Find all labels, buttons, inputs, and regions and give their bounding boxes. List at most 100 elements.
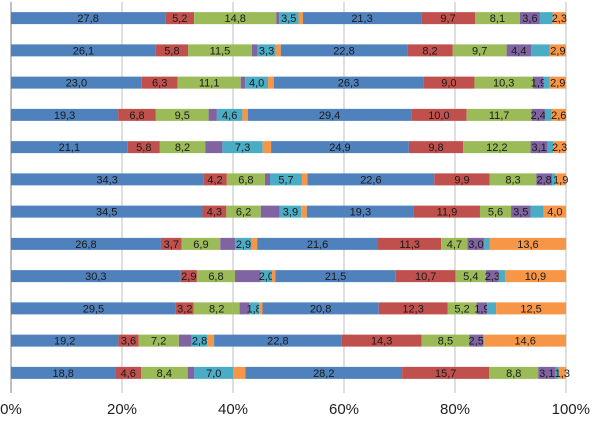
bar-segment [474, 76, 534, 89]
bar-segment [208, 108, 217, 121]
bar-segment [302, 12, 422, 25]
data-label: 14,6 [514, 336, 535, 348]
bar-segment [298, 12, 303, 25]
data-label: 11,1 [199, 78, 220, 90]
data-label: 9,9 [454, 174, 469, 186]
bar-segment [463, 141, 531, 154]
bar-segment [242, 108, 248, 121]
data-label: 14,8 [225, 13, 246, 25]
bar-segment [270, 173, 302, 186]
data-label: 3,9 [283, 207, 298, 219]
bar-segment [165, 12, 195, 25]
bar-segment [245, 76, 269, 89]
data-label: 4,0 [249, 78, 264, 90]
bar-row: 26,1 5,8 11,5 3,3 22,8 8,2 9,7 4,4 2,9 [11, 44, 566, 57]
data-label: 26,1 [73, 45, 94, 57]
x-tick-label: 20% [107, 401, 137, 418]
data-label: 11,5 [210, 45, 231, 57]
bar-segment [553, 141, 566, 154]
bar-segment [191, 334, 208, 347]
bar-segment [544, 108, 552, 121]
bar-segment [469, 334, 484, 347]
data-label: 2,3 [552, 13, 567, 25]
bar-segment [11, 237, 161, 250]
bar-segment [543, 76, 550, 89]
bar-segment [551, 173, 556, 186]
bar-segment [423, 76, 475, 89]
data-label: 5,2 [172, 13, 187, 25]
data-label: 9,5 [175, 110, 190, 122]
bar-segment [485, 270, 499, 283]
bar-segment [240, 76, 246, 89]
bar-segment [271, 270, 276, 283]
bar-segment [531, 44, 550, 57]
bar-segment [155, 44, 189, 57]
bar-segment [301, 205, 307, 218]
data-label: 7,2 [151, 336, 166, 348]
bar-row: 26,8 3,7 6,9 2,9 21,6 11,3 4,7 3,0 13,6 [11, 237, 566, 251]
data-label: 19,3 [350, 207, 371, 219]
bar-segment [159, 141, 206, 154]
bar-segment [498, 270, 505, 283]
bar-segment [275, 270, 396, 283]
data-label: 15,7 [435, 368, 456, 380]
data-label: 1,3 [555, 368, 570, 380]
data-label: 6,8 [238, 174, 253, 186]
bar-segment [466, 108, 532, 121]
bar-segment [233, 366, 246, 379]
x-tick-label: 100% [552, 401, 590, 418]
bar-row: 23,0 6,3 11,1 4,0 26,3 9,0 10,3 1,9 2,9 [11, 76, 566, 90]
bar-segment [127, 141, 160, 154]
data-label: 9,7 [440, 13, 455, 25]
bar-segment [279, 12, 299, 25]
bar-segment [279, 205, 302, 218]
bar-row: 30,3 2,9 6,8 2,0 21,5 10,7 5,4 2,3 10,9 [11, 270, 566, 283]
data-label: 20,8 [310, 303, 331, 315]
data-label: 2,3 [485, 271, 500, 283]
data-label: 6,9 [193, 239, 208, 251]
data-label: 22,8 [333, 45, 354, 57]
bar-segment [205, 141, 223, 154]
bar-segment [180, 270, 197, 283]
bar-segment [484, 334, 566, 347]
data-label: 19,3 [54, 110, 75, 122]
bar-segment [177, 76, 241, 89]
data-label: 11,7 [489, 110, 510, 122]
bar-segment [235, 270, 261, 283]
bar-segment [138, 334, 179, 347]
bar-segment [188, 44, 252, 57]
bar-segment [519, 12, 540, 25]
data-label: 4,6 [222, 110, 237, 122]
data-label: 3,3 [259, 45, 274, 57]
bar-segment [506, 44, 532, 57]
data-label: 12,5 [520, 303, 541, 315]
bar-segment [262, 141, 272, 154]
data-label: 3,5 [513, 207, 528, 219]
data-label: 4,7 [447, 239, 462, 251]
bar-segment [273, 76, 424, 89]
data-label: 4,2 [207, 174, 222, 186]
data-label: 9,7 [472, 45, 487, 57]
bar-segment [239, 302, 250, 315]
bar-segment [484, 237, 490, 250]
data-label: 2,3 [552, 142, 567, 154]
data-label: 12,2 [486, 142, 507, 154]
bar-segment [11, 173, 204, 186]
bar-segment [11, 12, 166, 25]
bar-segment [203, 173, 227, 186]
bar-segment [251, 44, 258, 57]
bar-segment [175, 302, 194, 315]
bar-segment [547, 141, 554, 154]
data-label: 3,1 [532, 142, 547, 154]
bar-segment [155, 108, 209, 121]
bar-segment [11, 270, 181, 283]
bar-segment [306, 205, 414, 218]
data-label: 19,2 [54, 336, 75, 348]
data-label: 22,8 [267, 336, 288, 348]
data-label: 30,3 [85, 271, 106, 283]
bar-segment [11, 366, 116, 379]
bar-segment [160, 237, 182, 250]
bar-segment [249, 302, 260, 315]
bar-segment [11, 76, 142, 89]
bar-segment [247, 108, 412, 121]
